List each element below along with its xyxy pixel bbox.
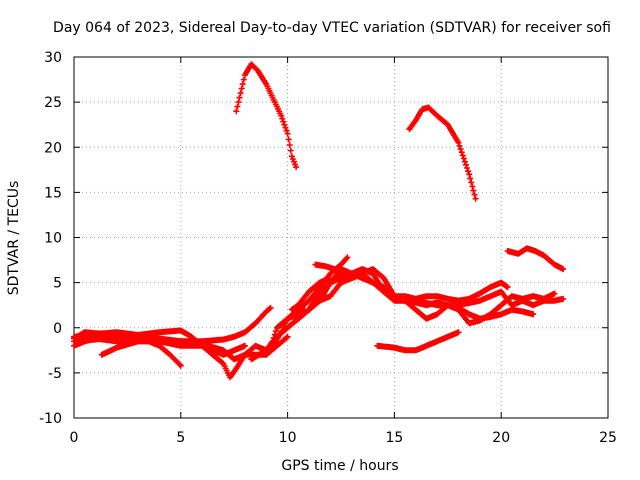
data-series-arc-13 — [374, 329, 462, 354]
x-tick-label: 0 — [70, 430, 79, 446]
series-markers — [288, 275, 334, 313]
y-tick-label: 25 — [44, 95, 62, 111]
x-axis-label: GPS time / hours — [281, 458, 398, 474]
grid-lines — [74, 57, 608, 418]
y-tick-label: -5 — [48, 366, 62, 382]
x-tick-label: 25 — [599, 430, 617, 446]
y-tick-label: -10 — [39, 411, 62, 427]
x-tick-label: 10 — [279, 430, 297, 446]
series-markers — [316, 266, 558, 327]
y-tick-label: 30 — [44, 50, 62, 66]
x-tick-label: 5 — [176, 430, 185, 446]
data-series-arc-5 — [98, 304, 274, 358]
series-markers — [312, 261, 347, 277]
y-tick-label: 10 — [44, 231, 62, 247]
data-layer — [71, 61, 567, 381]
y-tick-label: 20 — [44, 140, 62, 156]
x-tick-label: 20 — [492, 430, 510, 446]
data-series-arc-8 — [288, 275, 334, 313]
series-markers — [406, 104, 479, 202]
data-series-arc-16 — [504, 245, 567, 273]
chart-title: Day 064 of 2023, Sidereal Day-to-day VTE… — [53, 20, 611, 36]
y-tick-label: 5 — [53, 276, 62, 292]
y-axis-label: SDTVAR / TECUs — [6, 181, 22, 296]
data-series-arc-15 — [406, 104, 479, 202]
series-markers — [374, 329, 462, 354]
series-markers — [504, 245, 567, 273]
y-tick-label: 15 — [44, 185, 62, 201]
x-tick-label: 15 — [385, 430, 403, 446]
data-series-arc-14 — [233, 61, 300, 171]
series-markers — [233, 61, 300, 171]
series-markers — [98, 304, 274, 358]
y-tick-label: 0 — [53, 321, 62, 337]
data-series-arc-12 — [312, 261, 347, 277]
axis-ticks: 0 5 10 15 20 25 -10 -5 0 5 10 15 20 25 30 — [39, 50, 617, 446]
data-series-arc-11 — [316, 266, 558, 327]
